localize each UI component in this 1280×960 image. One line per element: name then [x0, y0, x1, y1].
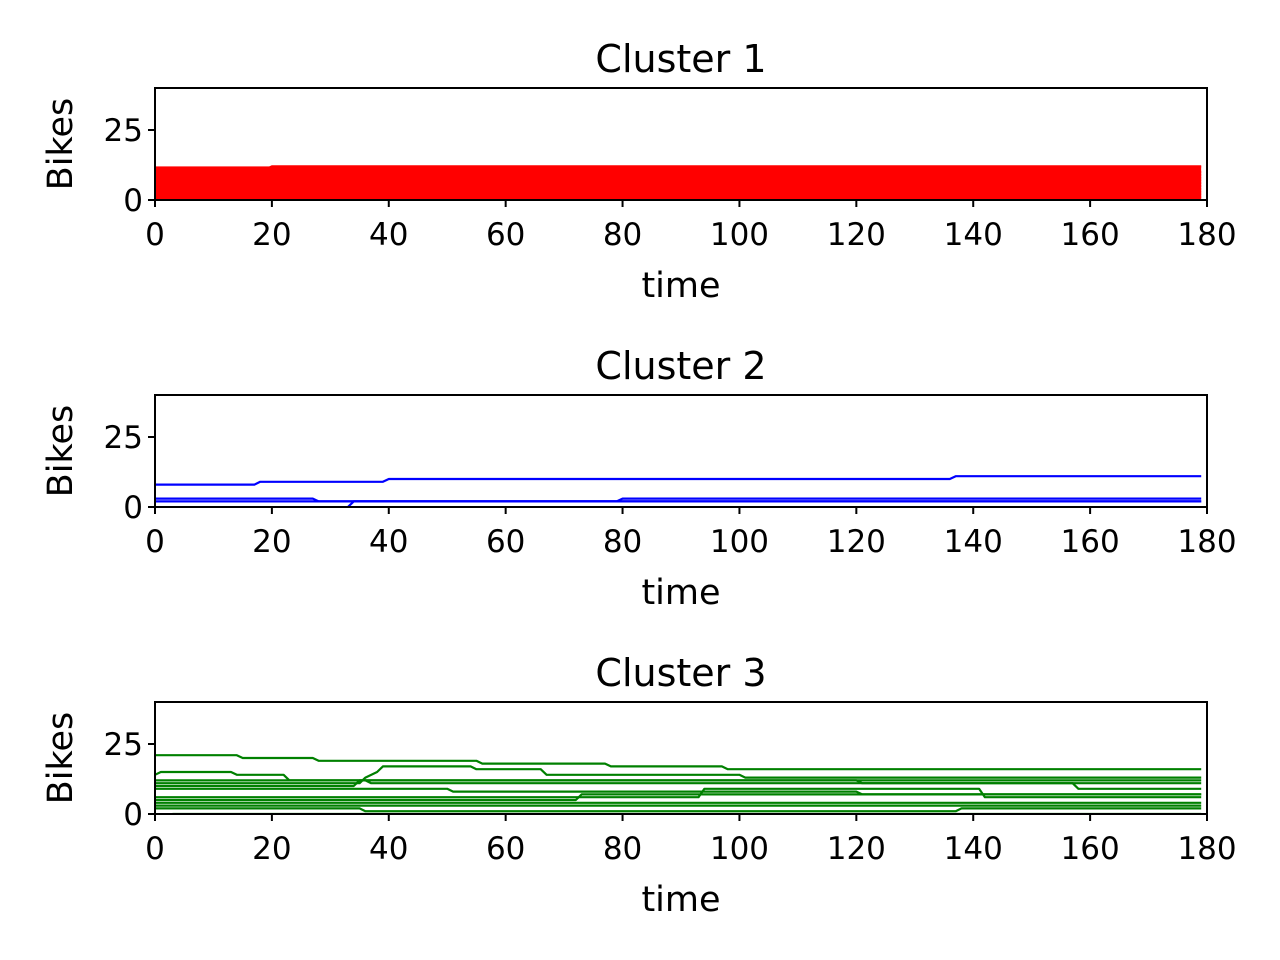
- series-line-10: [155, 807, 1202, 813]
- x-tick-label: 180: [1177, 217, 1236, 253]
- x-tick-label: 0: [145, 831, 165, 867]
- plot-area: [155, 165, 1202, 200]
- plot-area: [155, 754, 1202, 814]
- x-tick-label: 40: [369, 217, 408, 253]
- x-tick-label: 100: [710, 831, 769, 867]
- x-tick-label: 80: [603, 831, 642, 867]
- x-axis-label: time: [641, 573, 720, 613]
- x-tick-label: 80: [603, 524, 642, 560]
- x-tick-label: 160: [1061, 524, 1120, 560]
- x-tick-label: 100: [710, 524, 769, 560]
- series-line-1: [155, 165, 1202, 171]
- x-tick-label: 180: [1177, 831, 1236, 867]
- series-line-1: [155, 754, 1202, 771]
- subplot-3: Cluster 3 0 20 40 60 80 100 120 140 160 180 0 25 time…: [41, 651, 1237, 920]
- x-tick-label: 60: [486, 217, 525, 253]
- chart-title: Cluster 1: [595, 37, 766, 81]
- series-line-12: [155, 787, 1202, 799]
- x-tick-label: 120: [827, 217, 886, 253]
- x-tick-label: 120: [827, 524, 886, 560]
- series-line-3: [155, 765, 1202, 785]
- x-tick-label: 40: [369, 831, 408, 867]
- x-tick-label: 60: [486, 831, 525, 867]
- x-tick-label: 40: [369, 524, 408, 560]
- x-tick-label: 0: [145, 524, 165, 560]
- x-tick-label: 80: [603, 217, 642, 253]
- series-line-1: [155, 475, 1202, 486]
- x-tick-label: 140: [944, 524, 1003, 560]
- x-axis-label: time: [641, 266, 720, 306]
- x-tick-label: 160: [1061, 217, 1120, 253]
- x-tick-label: 0: [145, 217, 165, 253]
- y-axis-label: Bikes: [41, 712, 81, 805]
- y-tick-label: 25: [104, 113, 143, 149]
- x-tick-label: 140: [944, 217, 1003, 253]
- plot-frame: [154, 701, 1208, 815]
- x-tick-label: 20: [252, 524, 291, 560]
- chart-title: Cluster 3: [595, 651, 766, 695]
- y-tick-label: 0: [123, 183, 143, 219]
- chart-title: Cluster 2: [595, 344, 766, 388]
- x-tick-label: 20: [252, 217, 291, 253]
- plot-frame: [154, 87, 1208, 201]
- series-line-5: [155, 779, 1202, 790]
- subplot-2: Cluster 2 0 20 40 60 80 100 120 140 160 180 0 25 time…: [41, 344, 1237, 613]
- plot-frame: [154, 394, 1208, 508]
- y-tick-label: 0: [123, 490, 143, 526]
- x-tick-label: 100: [710, 217, 769, 253]
- x-tick-label: 140: [944, 831, 1003, 867]
- y-tick-label: 25: [104, 420, 143, 456]
- x-axis-label: time: [641, 880, 720, 920]
- series-line-2: [155, 770, 1202, 785]
- y-axis-label: Bikes: [41, 98, 81, 191]
- x-tick-label: 60: [486, 524, 525, 560]
- x-tick-label: 160: [1061, 831, 1120, 867]
- y-axis-label: Bikes: [41, 405, 81, 498]
- plot-area: [155, 475, 1202, 507]
- subplot-1: Cluster 1 0 20 40 60 80 100 120 140 160 180 0 25 time…: [41, 37, 1237, 306]
- x-tick-label: 180: [1177, 524, 1236, 560]
- y-tick-label: 0: [123, 797, 143, 833]
- x-tick-label: 120: [827, 831, 886, 867]
- x-tick-label: 20: [252, 831, 291, 867]
- y-tick-label: 25: [104, 727, 143, 763]
